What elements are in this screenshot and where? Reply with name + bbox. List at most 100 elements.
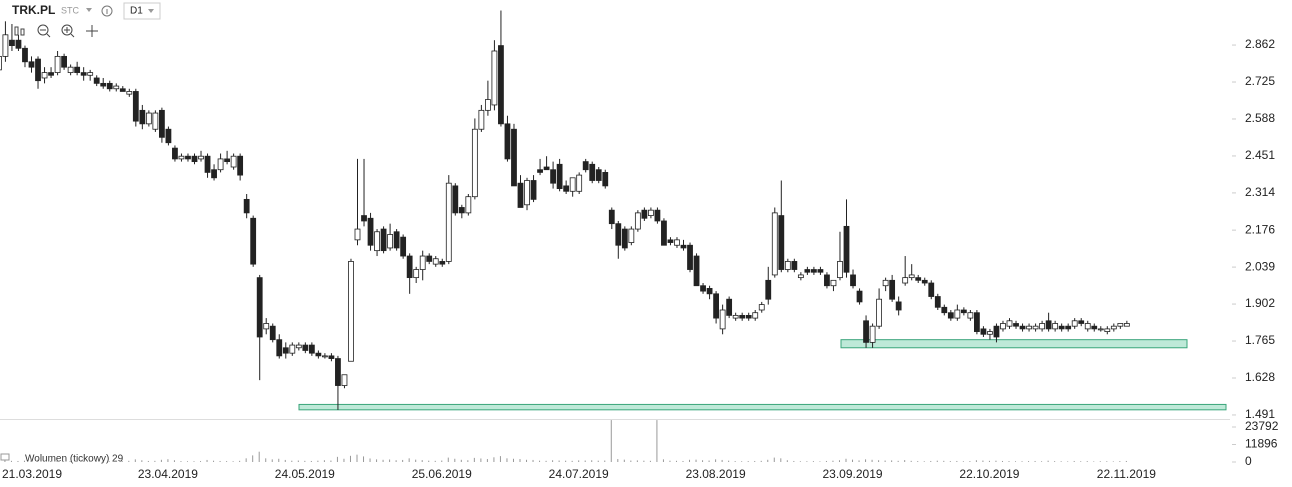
- volume-bar: [141, 460, 143, 462]
- candle-body: [224, 158, 231, 163]
- candle-body: [172, 147, 178, 160]
- volume-bar: [154, 460, 156, 462]
- volume-bar: [956, 460, 958, 462]
- zoom-out[interactable]: [37, 24, 49, 36]
- dropdown-arrow[interactable]: [86, 8, 92, 12]
- candle-body: [693, 255, 700, 287]
- volume-bar: [4, 460, 6, 462]
- candle-body: [967, 312, 974, 319]
- candle-body: [400, 236, 407, 257]
- volume-bar: [780, 458, 782, 462]
- zoom-in[interactable]: [61, 24, 73, 36]
- toolbar[interactable]: [14, 24, 98, 38]
- volume-bar: [982, 460, 984, 462]
- volume-bar: [252, 455, 254, 462]
- candle-tool: [20, 28, 25, 36]
- candle-body: [882, 279, 889, 287]
- volume-bar: [323, 460, 325, 462]
- candle-body: [191, 155, 198, 163]
- candle-body: [934, 296, 941, 308]
- y-tick-label: 2.588: [1245, 111, 1275, 125]
- volume-bar: [930, 460, 932, 462]
- candle-body: [15, 39, 22, 49]
- candle-body: [1117, 323, 1124, 327]
- volume-bar: [284, 459, 286, 462]
- candle-body: [1032, 325, 1039, 330]
- volume-tick-label: 0: [1245, 454, 1252, 468]
- candle-body: [341, 374, 348, 386]
- volume-bar: [434, 460, 436, 462]
- volume-bar: [213, 460, 215, 462]
- volume-bar: [715, 459, 717, 462]
- volume-bar: [1047, 460, 1049, 462]
- candle-tool[interactable]: [14, 26, 19, 36]
- volume-bar: [617, 459, 619, 462]
- volume-bar: [721, 459, 723, 462]
- x-tick-label: 25.06.2019: [412, 467, 472, 481]
- candle-body: [569, 177, 576, 192]
- candle-body: [35, 58, 41, 82]
- candle-body: [824, 274, 830, 287]
- volume-bar: [56, 460, 58, 462]
- volume-bar: [219, 460, 221, 462]
- volume-bar: [1001, 460, 1003, 462]
- x-tick-label: 22.11.2019: [1097, 467, 1156, 481]
- info-icon[interactable]: [101, 5, 113, 17]
- candle-body: [276, 339, 283, 357]
- volume-bar: [917, 461, 919, 462]
- volume-bar: [1099, 461, 1101, 462]
- candle-body: [895, 301, 902, 311]
- candle-body: [348, 261, 354, 362]
- volume-bar: [147, 460, 149, 462]
- candle-body: [413, 269, 420, 279]
- candle-body: [1065, 325, 1072, 330]
- candle-body: [100, 82, 107, 87]
- market[interactable]: STC: [61, 5, 80, 15]
- volume-bar: [519, 459, 521, 462]
- y-tick-label: 1.628: [1245, 370, 1275, 384]
- volume-bar: [108, 461, 110, 462]
- candle-body: [706, 288, 713, 295]
- x-tick-label: 24.05.2019: [275, 467, 335, 481]
- volume-bar: [226, 461, 228, 462]
- candle-body: [1058, 325, 1065, 330]
- volume-bar: [271, 459, 273, 462]
- candle-body: [511, 128, 517, 187]
- candle-body: [1052, 323, 1059, 330]
- candle-body: [9, 39, 15, 46]
- candle-body: [915, 277, 922, 281]
- candle-body: [426, 255, 433, 262]
- candle-body: [282, 347, 289, 354]
- volume-bar: [1106, 461, 1108, 462]
- volume-bar: [923, 461, 925, 462]
- candle-body: [158, 109, 165, 138]
- volume-bar: [604, 460, 606, 462]
- volume-bar: [825, 460, 827, 462]
- volume-bar: [610, 420, 612, 462]
- candle-body: [380, 228, 387, 252]
- volume-bar: [1067, 461, 1069, 462]
- volume-bar: [1073, 460, 1075, 462]
- candle-body: [237, 155, 244, 176]
- timeframe[interactable]: D1: [130, 6, 143, 17]
- volume-bar: [506, 458, 508, 462]
- y-tick-label: 2.862: [1245, 37, 1275, 51]
- x-tick-label: 21.03.2019: [2, 467, 62, 481]
- candle-body: [93, 77, 100, 84]
- candle-body: [804, 269, 811, 273]
- candle-body: [674, 239, 680, 246]
- volume-bar: [708, 460, 710, 462]
- candle-body: [615, 223, 622, 246]
- timeframe-box[interactable]: [123, 2, 161, 20]
- candle-body: [726, 298, 733, 316]
- volume-bar: [734, 461, 736, 462]
- candle-body: [1078, 320, 1085, 324]
- volume-bar: [760, 460, 762, 462]
- candle-body: [921, 279, 928, 284]
- y-tick-label: 1.765: [1245, 333, 1275, 347]
- candle-body: [589, 163, 596, 181]
- candle-body: [1091, 325, 1098, 330]
- volume-bar: [167, 459, 169, 462]
- candle-body: [661, 220, 667, 246]
